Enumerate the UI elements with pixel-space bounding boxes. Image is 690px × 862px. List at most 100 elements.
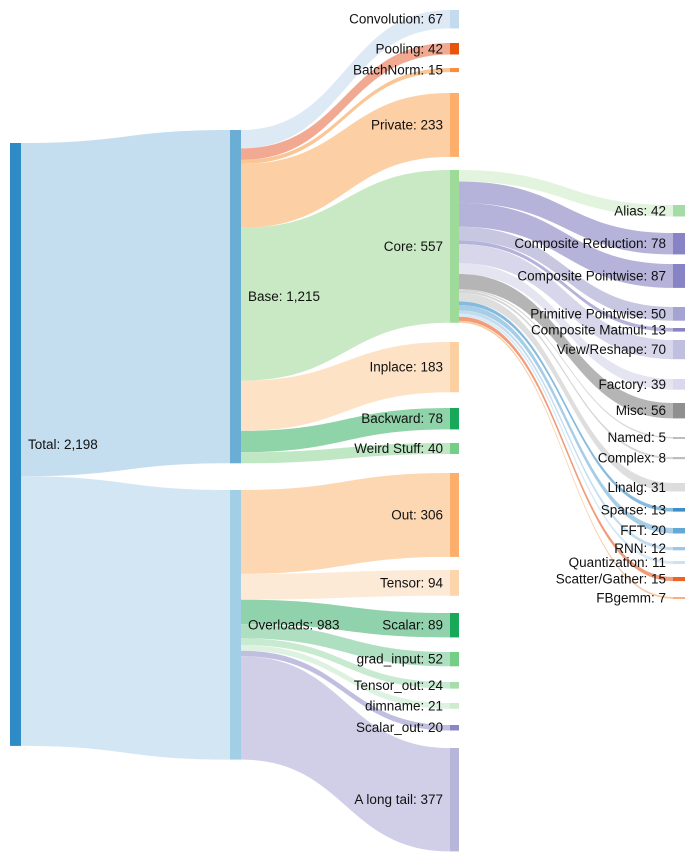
node-label-scalar: Scalar: 89 xyxy=(382,618,443,633)
node-label-misc: Misc: 56 xyxy=(616,403,666,418)
link-base-private[interactable] xyxy=(241,93,450,228)
node-weird_stuff[interactable] xyxy=(450,443,459,454)
node-label-quantization: Quantization: 11 xyxy=(569,555,666,570)
node-label-overloads: Overloads: 983 xyxy=(248,617,340,632)
node-scalar_out[interactable] xyxy=(450,725,459,731)
link-core-named[interactable] xyxy=(459,289,673,439)
node-label-fft: FFT: 20 xyxy=(620,523,666,538)
node-linalg[interactable] xyxy=(673,483,685,492)
node-quantization[interactable] xyxy=(673,561,685,564)
node-composite_reduction[interactable] xyxy=(673,233,685,255)
link-overloads-tensor[interactable] xyxy=(241,570,450,600)
link-core-misc[interactable] xyxy=(459,274,673,419)
link-overloads-dimname[interactable] xyxy=(241,645,450,709)
link-base-backward[interactable] xyxy=(241,408,450,453)
node-scalar[interactable] xyxy=(450,613,459,638)
link-total-base[interactable] xyxy=(21,130,230,477)
link-core-composite_pointwise[interactable] xyxy=(459,202,673,288)
link-overloads-a_long_tail[interactable] xyxy=(241,656,450,852)
link-overloads-out[interactable] xyxy=(241,473,450,574)
node-label-base: Base: 1,215 xyxy=(248,289,320,304)
link-core-factory[interactable] xyxy=(459,263,673,390)
node-pooling[interactable] xyxy=(450,43,459,55)
link-core-sparse[interactable] xyxy=(459,301,673,512)
link-core-fbgemm[interactable] xyxy=(459,320,673,599)
link-base-weird_stuff[interactable] xyxy=(241,443,450,464)
node-scatter_gather[interactable] xyxy=(673,577,685,582)
node-sparse[interactable] xyxy=(673,508,685,512)
node-alias[interactable] xyxy=(673,205,685,217)
node-label-dimname: dimname: 21 xyxy=(365,698,443,713)
node-label-named: Named: 5 xyxy=(607,430,666,445)
node-misc[interactable] xyxy=(673,403,685,419)
node-label-grad_input: grad_input: 52 xyxy=(357,652,443,667)
node-label-a_long_tail: A long tail: 377 xyxy=(354,792,443,807)
link-total-overloads[interactable] xyxy=(21,476,230,760)
node-fft[interactable] xyxy=(673,528,685,534)
link-core-primitive_pointwise[interactable] xyxy=(459,226,673,321)
node-factory[interactable] xyxy=(673,379,685,390)
node-label-factory: Factory: 39 xyxy=(598,377,666,392)
link-overloads-tensor_out[interactable] xyxy=(241,638,450,689)
link-core-alias[interactable] xyxy=(459,170,673,217)
node-label-convolution: Convolution: 67 xyxy=(349,12,443,27)
link-core-scatter_gather[interactable] xyxy=(459,316,673,582)
link-core-view_reshape[interactable] xyxy=(459,244,673,360)
node-inplace[interactable] xyxy=(450,342,459,393)
node-tensor_out[interactable] xyxy=(450,682,459,689)
node-base[interactable] xyxy=(230,130,241,464)
node-label-linalg: Linalg: 31 xyxy=(607,480,666,495)
link-base-batchnorm[interactable] xyxy=(241,68,450,164)
node-private[interactable] xyxy=(450,93,459,157)
node-core[interactable] xyxy=(450,170,459,323)
node-label-composite_reduction: Composite Reduction: 78 xyxy=(514,236,666,251)
node-label-tensor_out: Tensor_out: 24 xyxy=(354,678,444,693)
node-batchnorm[interactable] xyxy=(450,68,459,73)
node-label-composite_pointwise: Composite Pointwise: 87 xyxy=(517,268,666,283)
node-a_long_tail[interactable] xyxy=(450,748,459,852)
node-total[interactable] xyxy=(10,143,21,746)
link-base-core[interactable] xyxy=(241,170,450,381)
link-overloads-grad_input[interactable] xyxy=(241,624,450,667)
link-core-rnn[interactable] xyxy=(459,310,673,551)
node-label-weird_stuff: Weird Stuff: 40 xyxy=(354,441,443,456)
node-overloads[interactable] xyxy=(230,490,241,760)
link-core-linalg[interactable] xyxy=(459,292,673,492)
node-label-rnn: RNN: 12 xyxy=(614,541,666,556)
node-label-total: Total: 2,198 xyxy=(28,437,98,452)
node-view_reshape[interactable] xyxy=(673,340,685,360)
node-dimname[interactable] xyxy=(450,703,459,709)
link-core-composite_reduction[interactable] xyxy=(459,181,673,255)
link-overloads-scalar_out[interactable] xyxy=(241,650,450,731)
node-tensor[interactable] xyxy=(450,570,459,596)
node-grad_input[interactable] xyxy=(450,652,459,667)
link-core-fft[interactable] xyxy=(459,305,673,534)
node-label-backward: Backward: 78 xyxy=(361,411,443,426)
node-primitive_pointwise[interactable] xyxy=(673,307,685,321)
link-base-convolution[interactable] xyxy=(241,10,450,149)
node-label-tensor: Tensor: 94 xyxy=(380,575,444,590)
node-named[interactable] xyxy=(673,437,685,439)
link-core-complex[interactable] xyxy=(459,290,673,460)
link-base-inplace[interactable] xyxy=(241,342,450,431)
node-backward[interactable] xyxy=(450,408,459,430)
link-core-composite_matmul[interactable] xyxy=(459,240,673,332)
link-base-pooling[interactable] xyxy=(241,43,450,160)
node-complex[interactable] xyxy=(673,457,685,460)
node-convolution[interactable] xyxy=(450,10,459,29)
node-label-view_reshape: View/Reshape: 70 xyxy=(557,342,666,357)
sankey-labels-layer: Total: 2,198 Base: 1,215 Overloads: 983 Con… xyxy=(28,12,666,808)
node-fbgemm[interactable] xyxy=(673,597,685,599)
node-composite_matmul[interactable] xyxy=(673,328,685,332)
link-overloads-scalar[interactable] xyxy=(241,599,450,638)
node-composite_pointwise[interactable] xyxy=(673,264,685,288)
node-label-out: Out: 306 xyxy=(391,508,443,523)
node-out[interactable] xyxy=(450,473,459,557)
node-label-scatter_gather: Scatter/Gather: 15 xyxy=(556,572,666,587)
node-label-core: Core: 557 xyxy=(384,239,443,254)
node-rnn[interactable] xyxy=(673,547,685,551)
link-core-quantization[interactable] xyxy=(459,313,673,564)
node-label-primitive_pointwise: Primitive Pointwise: 50 xyxy=(530,306,666,321)
node-label-private: Private: 233 xyxy=(371,118,443,133)
